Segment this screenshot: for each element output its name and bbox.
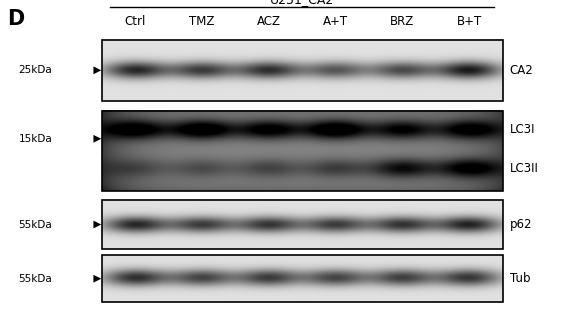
Bar xyxy=(102,255,503,302)
Text: ACZ: ACZ xyxy=(257,15,281,28)
Text: U251_CA2: U251_CA2 xyxy=(270,0,334,6)
Text: B+T: B+T xyxy=(457,15,482,28)
Bar xyxy=(102,111,503,191)
Bar xyxy=(102,40,503,101)
Text: 55kDa: 55kDa xyxy=(19,220,52,229)
Text: CA2: CA2 xyxy=(510,64,533,77)
Text: 15kDa: 15kDa xyxy=(19,134,52,144)
Text: A+T: A+T xyxy=(323,15,348,28)
Text: TMZ: TMZ xyxy=(189,15,214,28)
Text: 25kDa: 25kDa xyxy=(19,65,52,75)
Text: BRZ: BRZ xyxy=(390,15,414,28)
Text: 55kDa: 55kDa xyxy=(19,274,52,284)
Text: D: D xyxy=(7,9,24,29)
Text: LC3II: LC3II xyxy=(510,162,539,175)
Text: Tub: Tub xyxy=(510,272,530,285)
Text: p62: p62 xyxy=(510,218,532,231)
Text: Ctrl: Ctrl xyxy=(124,15,146,28)
Text: LC3I: LC3I xyxy=(510,124,535,137)
Bar xyxy=(102,200,503,249)
